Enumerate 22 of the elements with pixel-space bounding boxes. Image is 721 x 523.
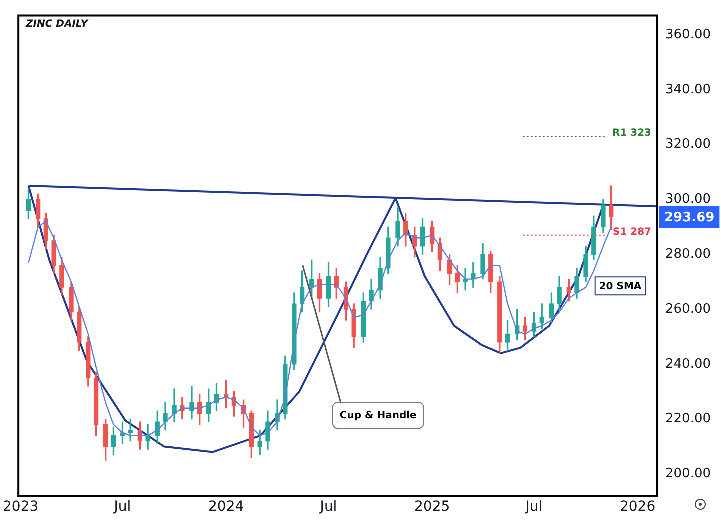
annotation: Cup & Handle xyxy=(340,410,418,422)
x-tick-label: 2025 xyxy=(414,499,450,516)
ref-line-label: R1 323 xyxy=(612,128,652,140)
y-tick-label: 200.00 xyxy=(666,466,712,482)
x-tick-label: 2024 xyxy=(208,499,244,516)
x-tick-label: 2026 xyxy=(620,499,656,516)
y-tick-label: 360.00 xyxy=(666,27,712,42)
y-tick-label: 240.00 xyxy=(666,356,712,372)
y-tick-label: 320.00 xyxy=(666,137,712,152)
ref-line-label: S1 287 xyxy=(612,227,652,238)
text: 293.69 xyxy=(664,210,715,226)
y-tick-label: 300.00 xyxy=(666,192,712,208)
chart-title: ZINC DAILY xyxy=(26,19,88,30)
y-tick-label: 280.00 xyxy=(666,247,712,262)
x-tick-label: 2023 xyxy=(3,499,39,516)
y-tick-label: 260.00 xyxy=(666,302,712,317)
x-tick-label: Jul xyxy=(319,499,338,516)
y-tick-label: 220.00 xyxy=(666,412,712,427)
x-tick-label: Jul xyxy=(113,499,132,516)
x-tick-label: Jul xyxy=(524,499,543,516)
y-tick-label: 340.00 xyxy=(666,82,712,98)
series-label: 20 SMA xyxy=(599,281,642,292)
